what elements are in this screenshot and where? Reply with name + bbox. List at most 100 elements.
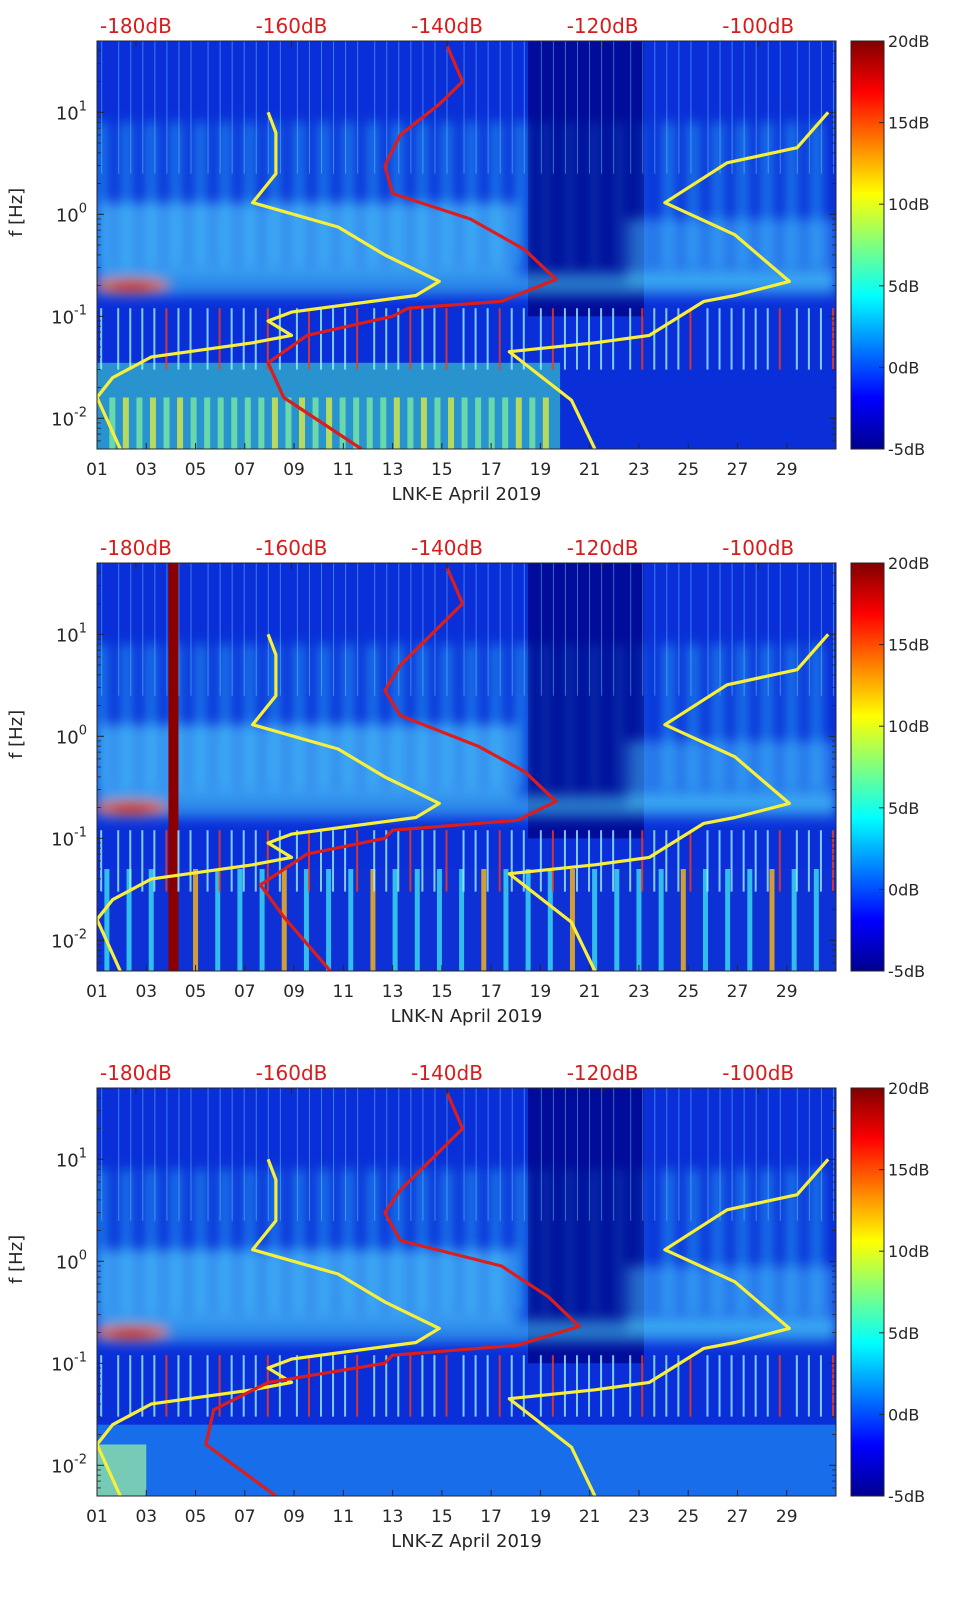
colorbar (850, 40, 885, 450)
colorbar-tick-label: 5dB (888, 1324, 919, 1343)
top-axis-tick-label: -120dB (567, 536, 639, 560)
x-tick-label: 11 (333, 982, 355, 1002)
x-axis-label: LNK-E April 2019 (392, 484, 542, 505)
x-tick-label: 29 (776, 982, 798, 1002)
colorbar-tick-label: 10dB (888, 1242, 930, 1261)
y-tick-label: 100 (56, 201, 87, 226)
spectrogram-image (97, 1088, 836, 1496)
x-tick-label: 05 (185, 982, 207, 1002)
spectrogram-panel-1: 01 03 05 07 09 11 13 15 17 19 21 23 25 27 29 LNK-E Apri… (6, 14, 930, 505)
y-tick-label: 10-1 (51, 1350, 87, 1375)
top-axis-tick-label: -120dB (567, 14, 639, 38)
x-tick-label: 11 (333, 460, 355, 480)
colorbar-tick-label: 5dB (888, 799, 919, 818)
x-tick-label: 21 (579, 1507, 601, 1527)
x-tick-label: 27 (727, 1507, 749, 1527)
spectrogram-panel-3: 01 03 05 07 09 11 13 15 17 19 21 23 25 27 29 LNK-Z Apri… (6, 1061, 930, 1552)
top-axis-tick-label: -140dB (411, 1061, 483, 1085)
colorbar-tick-label: 5dB (888, 277, 919, 296)
colorbar-tick-label: 15dB (888, 636, 930, 655)
x-tick-label: 01 (86, 1507, 108, 1527)
x-tick-label: 21 (579, 982, 601, 1002)
x-tick-label: 21 (579, 460, 601, 480)
x-tick-label: 17 (480, 1507, 502, 1527)
x-tick-label: 13 (382, 982, 404, 1002)
y-tick-label: 100 (56, 723, 87, 748)
high-noise-model-curve (507, 111, 830, 449)
colorbar-tick-label: 0dB (888, 1405, 919, 1424)
top-axis-tick-label: -180dB (100, 14, 172, 38)
colorbar-tick-label: 0dB (888, 880, 919, 899)
x-tick-label: 25 (677, 1507, 699, 1527)
x-tick-label: 15 (431, 982, 453, 1002)
y-tick-label: 10-1 (51, 825, 87, 850)
x-axis-label: LNK-N April 2019 (391, 1006, 543, 1027)
y-tick-label: 100 (56, 1248, 87, 1273)
x-tick-label: 05 (185, 460, 207, 480)
station-psd-curve (204, 1092, 581, 1496)
x-tick-label: 01 (86, 982, 108, 1002)
x-tick-label: 03 (135, 982, 157, 1002)
x-tick-label: 29 (776, 460, 798, 480)
colorbar-tick-label: -5dB (888, 962, 925, 981)
station-psd-curve (258, 567, 558, 971)
colorbar-tick-label: -5dB (888, 1487, 925, 1506)
x-tick-label: 03 (135, 1507, 157, 1527)
y-axis-label: f [Hz] (6, 188, 27, 237)
x-tick-label: 27 (727, 982, 749, 1002)
x-tick-label: 13 (382, 1507, 404, 1527)
x-tick-label: 15 (431, 460, 453, 480)
colorbar-tick-label: 0dB (888, 358, 919, 377)
y-tick-label: 101 (56, 1146, 87, 1171)
x-tick-label: 27 (727, 460, 749, 480)
x-tick-label: 23 (628, 460, 650, 480)
high-noise-model-curve (507, 1158, 830, 1496)
colorbar-tick-label: 10dB (888, 717, 930, 736)
top-axis-tick-label: -160dB (256, 1061, 328, 1085)
x-tick-label: 15 (431, 1507, 453, 1527)
y-tick-label: 10-2 (51, 1452, 87, 1477)
top-axis-tick-label: -100dB (722, 1061, 794, 1085)
colorbar-tick-label: 15dB (888, 1161, 930, 1180)
colorbar (850, 562, 885, 972)
colorbar-tick-label: 15dB (888, 114, 930, 133)
low-noise-model-curve (97, 111, 441, 449)
x-tick-label: 25 (677, 982, 699, 1002)
x-tick-label: 23 (628, 982, 650, 1002)
top-axis-tick-label: -120dB (567, 1061, 639, 1085)
x-tick-label: 29 (776, 1507, 798, 1527)
x-tick-label: 05 (185, 1507, 207, 1527)
colorbar-tick-label: 20dB (888, 32, 930, 51)
top-axis-tick-label: -160dB (256, 536, 328, 560)
x-tick-label: 25 (677, 460, 699, 480)
x-tick-label: 09 (283, 460, 305, 480)
colorbar-tick-label: 20dB (888, 1079, 930, 1098)
colorbar-tick-label: 20dB (888, 554, 930, 573)
station-psd-curve (266, 45, 558, 449)
top-axis-tick-label: -140dB (411, 14, 483, 38)
x-tick-label: 19 (530, 460, 552, 480)
colorbar-tick-label: 10dB (888, 195, 930, 214)
x-tick-label: 11 (333, 1507, 355, 1527)
x-tick-label: 17 (480, 460, 502, 480)
x-tick-label: 09 (283, 1507, 305, 1527)
colorbar-tick-label: -5dB (888, 440, 925, 459)
y-tick-label: 10-2 (51, 927, 87, 952)
x-tick-label: 13 (382, 460, 404, 480)
spectrogram-image (97, 563, 836, 971)
top-axis-tick-label: -100dB (722, 536, 794, 560)
x-tick-label: 03 (135, 460, 157, 480)
y-tick-label: 101 (56, 621, 87, 646)
low-noise-model-curve (97, 1158, 441, 1496)
y-tick-label: 101 (56, 99, 87, 124)
x-tick-label: 17 (480, 982, 502, 1002)
high-noise-model-curve (507, 633, 830, 971)
colorbar (850, 1087, 885, 1497)
x-tick-label: 01 (86, 460, 108, 480)
spectrogram-image (97, 41, 836, 449)
x-tick-label: 07 (234, 982, 256, 1002)
x-tick-label: 23 (628, 1507, 650, 1527)
top-axis-tick-label: -140dB (411, 536, 483, 560)
y-axis-label: f [Hz] (6, 710, 27, 759)
